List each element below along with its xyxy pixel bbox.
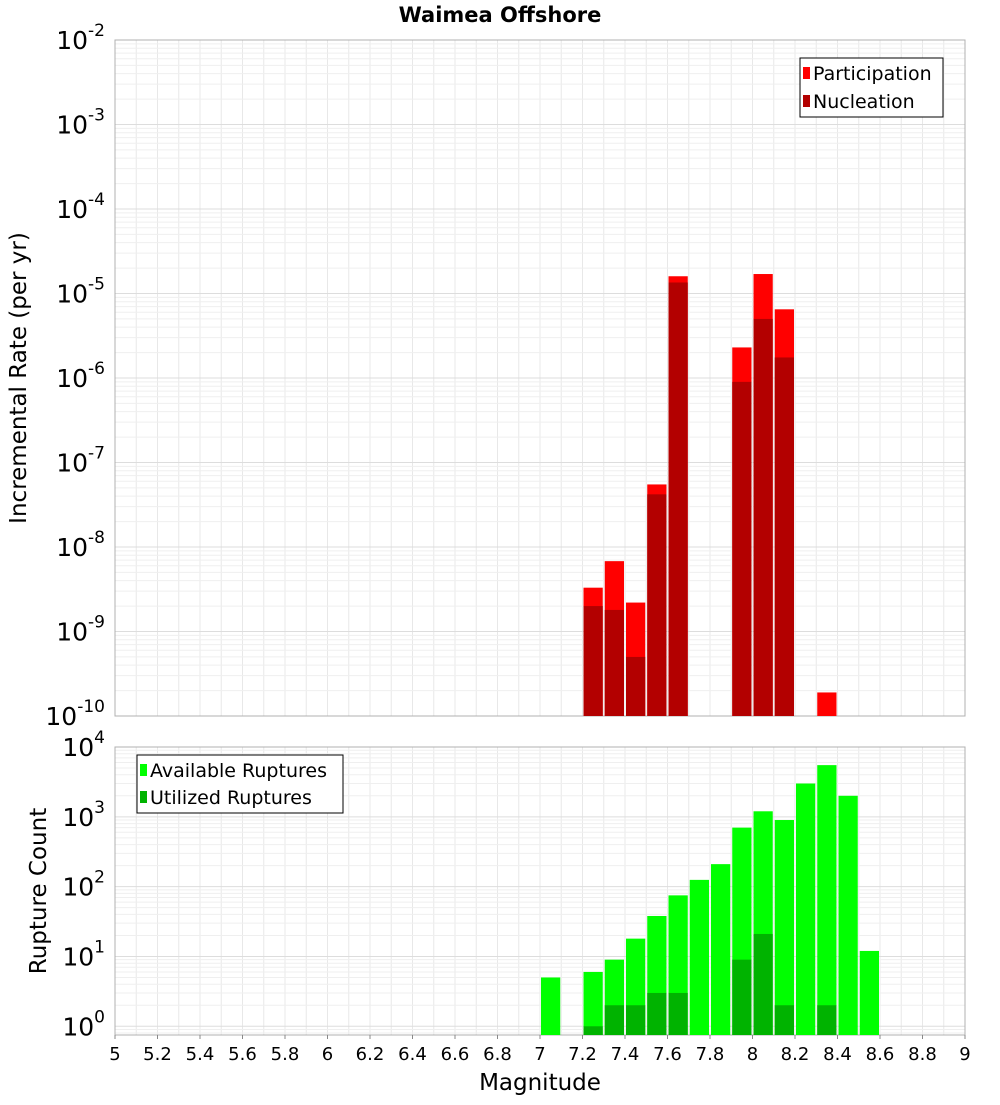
top-y-tick-label: 10-10 [45,697,105,731]
x-tick-label: 7.6 [653,1044,682,1065]
x-tick-label: 7 [534,1044,545,1065]
top-y-tick-label: 10-6 [56,359,105,393]
bottom-bar-available-ruptures [774,820,794,1035]
top-bars [583,274,837,716]
x-tick-label: 6.6 [441,1044,470,1065]
x-tick-label: 9 [959,1044,970,1065]
bottom-y-tick-label: 100 [62,1007,105,1041]
x-tick-label: 7.8 [696,1044,725,1065]
legend-label-participation: Participation [813,63,932,85]
top-grid [114,39,966,717]
legend-swatch-participation [803,67,810,79]
x-tick-label: 5.6 [228,1044,257,1065]
top-plot-frame [114,39,966,717]
bottom-bar-available-ruptures [796,783,816,1035]
bottom-bar-utilized-ruptures [774,1005,794,1035]
x-tick-label: 6.2 [356,1044,385,1065]
bottom-bar-utilized-ruptures [817,1005,837,1035]
bottom-bar-available-ruptures [817,765,837,1035]
top-bar-participation [817,692,837,716]
bottom-bars [541,765,879,1035]
bottom-bar-available-ruptures [859,950,879,1035]
bottom-bar-utilized-ruptures [583,1026,603,1035]
bottom-y-ticks: 100 101 102 103 104 [62,728,105,1041]
bottom-bar-available-ruptures [541,977,561,1035]
x-tick-label: 5.2 [143,1044,172,1065]
top-legend: Participation Nucleation [799,57,944,118]
x-tick-label: 5 [109,1044,120,1065]
top-y-tick-label: 10-7 [56,444,105,478]
x-tick-label: 6 [322,1044,333,1065]
x-tick-label: 8.4 [823,1044,852,1065]
bottom-bar-utilized-ruptures [753,933,773,1035]
bottom-bar-utilized-ruptures [668,992,688,1035]
x-tick-label: 7.4 [611,1044,640,1065]
legend-swatch-utilized [140,791,147,803]
top-bar-nucleation [668,282,688,716]
x-tick-label: 5.8 [271,1044,300,1065]
top-y-axis-label: Incremental Rate (per yr) [6,232,32,524]
bottom-legend-box [136,754,344,814]
top-bar-nucleation [604,609,624,716]
top-y-tick-label: 10-9 [56,613,105,647]
x-tick-label: 8.6 [866,1044,895,1065]
top-bar-nucleation [774,357,794,716]
top-bar-nucleation [647,494,667,716]
top-legend-box [799,57,944,118]
bottom-bar-utilized-ruptures [647,992,667,1035]
bottom-y-tick-label: 104 [62,728,105,762]
x-tick-label: 7.2 [568,1044,597,1065]
bottom-bar-available-ruptures [583,971,603,1035]
bottom-bar-available-ruptures [689,879,709,1035]
x-tick-label: 6.4 [398,1044,427,1065]
top-bar-nucleation [626,656,646,716]
x-tick-label: 6.8 [483,1044,512,1065]
x-tick-label: 8.8 [908,1044,937,1065]
bottom-y-axis-label: Rupture Count [26,808,52,974]
bottom-legend: Available Ruptures Utilized Ruptures [136,754,344,814]
x-axis-label: Magnitude [479,1070,601,1096]
legend-label-nucleation: Nucleation [813,91,915,113]
bottom-bar-available-ruptures [838,795,858,1035]
top-bar-nucleation [753,318,773,716]
top-y-tick-label: 10-4 [56,190,105,224]
top-y-ticks: 10-10 10-9 10-8 10-7 10-6 10-5 10-4 10-3 10-2 [45,21,105,731]
legend-swatch-available [140,764,147,776]
bottom-bar-utilized-ruptures [604,1005,624,1035]
top-bar-nucleation [583,606,603,716]
x-tick-label: 8 [747,1044,758,1065]
legend-label-utilized: Utilized Ruptures [150,787,312,809]
bottom-y-tick-label: 102 [62,868,105,902]
top-bar-nucleation [732,381,752,716]
legend-swatch-nucleation [803,95,810,107]
bottom-y-tick-label: 101 [62,937,105,971]
bottom-bar-utilized-ruptures [626,1005,646,1035]
top-y-tick-label: 10-2 [56,21,105,55]
legend-label-available: Available Ruptures [150,760,327,782]
bottom-bar-utilized-ruptures [732,959,752,1035]
bottom-y-tick-label: 103 [62,798,105,832]
top-y-tick-label: 10-8 [56,528,105,562]
x-tick-label: 5.4 [186,1044,215,1065]
x-tick-label: 8.2 [781,1044,810,1065]
top-y-tick-label: 10-5 [56,275,105,309]
chart-title: Waimea Offshore [399,3,602,27]
top-y-tick-label: 10-3 [56,106,105,140]
x-ticks: 5 5.2 5.4 5.6 5.8 6 6.2 6.4 6.6 6.8 7 7.2 7.4 7.6 7.8 8… [109,1035,971,1065]
bottom-bar-available-ruptures [711,864,731,1035]
